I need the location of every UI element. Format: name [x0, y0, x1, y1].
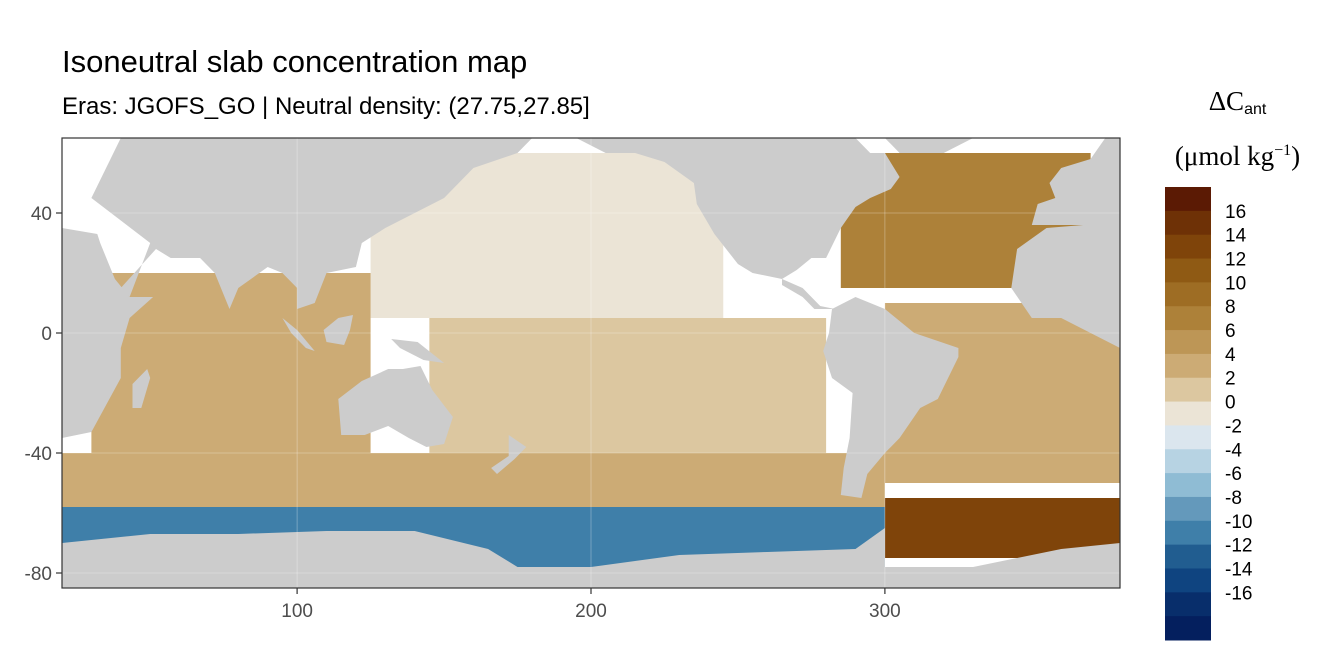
legend-label: 2	[1225, 369, 1236, 390]
legend-color-band	[1165, 210, 1211, 236]
y-tick-label: -40	[25, 444, 52, 465]
legend-unit-superscript: −1	[1274, 142, 1292, 159]
legend-label: -14	[1225, 559, 1253, 580]
land-new-zealand	[491, 435, 527, 474]
chart-subtitle: Eras: JGOFS_GO | Neutral density: (27.75…	[62, 93, 590, 120]
legend-label: -6	[1225, 464, 1242, 485]
legend-color-band	[1165, 282, 1211, 307]
land-south-america	[823, 297, 959, 498]
legend-color-band	[1165, 616, 1211, 641]
legend-unit-close: )	[1291, 141, 1301, 171]
land-central-america	[782, 279, 835, 309]
legend-color-band	[1165, 592, 1211, 617]
legend-color-band	[1165, 544, 1211, 569]
legend-color-band	[1165, 258, 1211, 283]
legend-title: ΔCant (μmol kg−1)	[1150, 84, 1325, 176]
chart-title: Isoneutral slab concentration map	[62, 44, 528, 79]
legend-label: -4	[1225, 440, 1242, 461]
legend-label: -10	[1225, 512, 1252, 533]
land-sumatra	[282, 318, 315, 351]
legend-color-band	[1165, 330, 1211, 355]
y-tick-label: 0	[41, 324, 52, 345]
legend-title-symbol: ΔC	[1208, 86, 1245, 116]
land-greenland	[884, 138, 974, 153]
land-new-guinea	[391, 339, 445, 363]
legend-title-subscript: ant	[1244, 101, 1267, 118]
land-masses	[62, 138, 1120, 588]
land-australia	[338, 366, 453, 447]
region-tropical-pacific	[429, 318, 827, 453]
legend-label: 4	[1225, 345, 1236, 366]
y-tick-label: 40	[31, 204, 52, 225]
legend-color-band	[1165, 425, 1211, 450]
region-southern-ocean-pacific	[62, 453, 885, 507]
x-tick-label: 200	[575, 601, 607, 622]
land-borneo	[323, 315, 353, 345]
legend-color-band	[1165, 496, 1211, 522]
legend-label: 6	[1225, 321, 1236, 342]
legend-label: 0	[1225, 393, 1236, 414]
land-west-africa	[1011, 222, 1120, 348]
legend-color-band	[1165, 520, 1211, 546]
legend-color-band	[1165, 377, 1211, 403]
legend-color-band	[1165, 568, 1211, 593]
legend-label: -12	[1225, 536, 1252, 557]
legend-label: 12	[1225, 250, 1246, 271]
legend-color-band	[1165, 353, 1211, 379]
legend-label: 16	[1225, 202, 1246, 223]
legend-label: -2	[1225, 416, 1242, 437]
legend-label: -16	[1225, 583, 1252, 604]
land-madagascar	[132, 369, 151, 408]
x-tick-label: 100	[281, 601, 313, 622]
legend-color-band	[1165, 234, 1211, 260]
map-panel	[62, 138, 1120, 588]
legend-label: 10	[1225, 273, 1246, 294]
x-tick-label: 300	[869, 601, 901, 622]
legend-color-band	[1165, 306, 1211, 331]
land-north-america	[576, 138, 900, 279]
grid-lines	[62, 138, 1120, 588]
legend-color-band	[1165, 449, 1211, 474]
legend-unit-main: (μmol kg	[1174, 141, 1275, 171]
legend-label: -8	[1225, 488, 1242, 509]
land-europe-west	[1031, 138, 1120, 225]
land-eurasia-east	[91, 138, 533, 309]
legend-label: 14	[1225, 226, 1247, 247]
y-tick-label: -80	[25, 564, 52, 585]
legend-label: 8	[1225, 297, 1236, 318]
land-africa	[62, 228, 154, 438]
legend-color-band	[1165, 473, 1211, 498]
legend-color-band	[1165, 401, 1211, 426]
land-antarctica	[62, 528, 1120, 588]
legend-color-band	[1165, 187, 1211, 212]
